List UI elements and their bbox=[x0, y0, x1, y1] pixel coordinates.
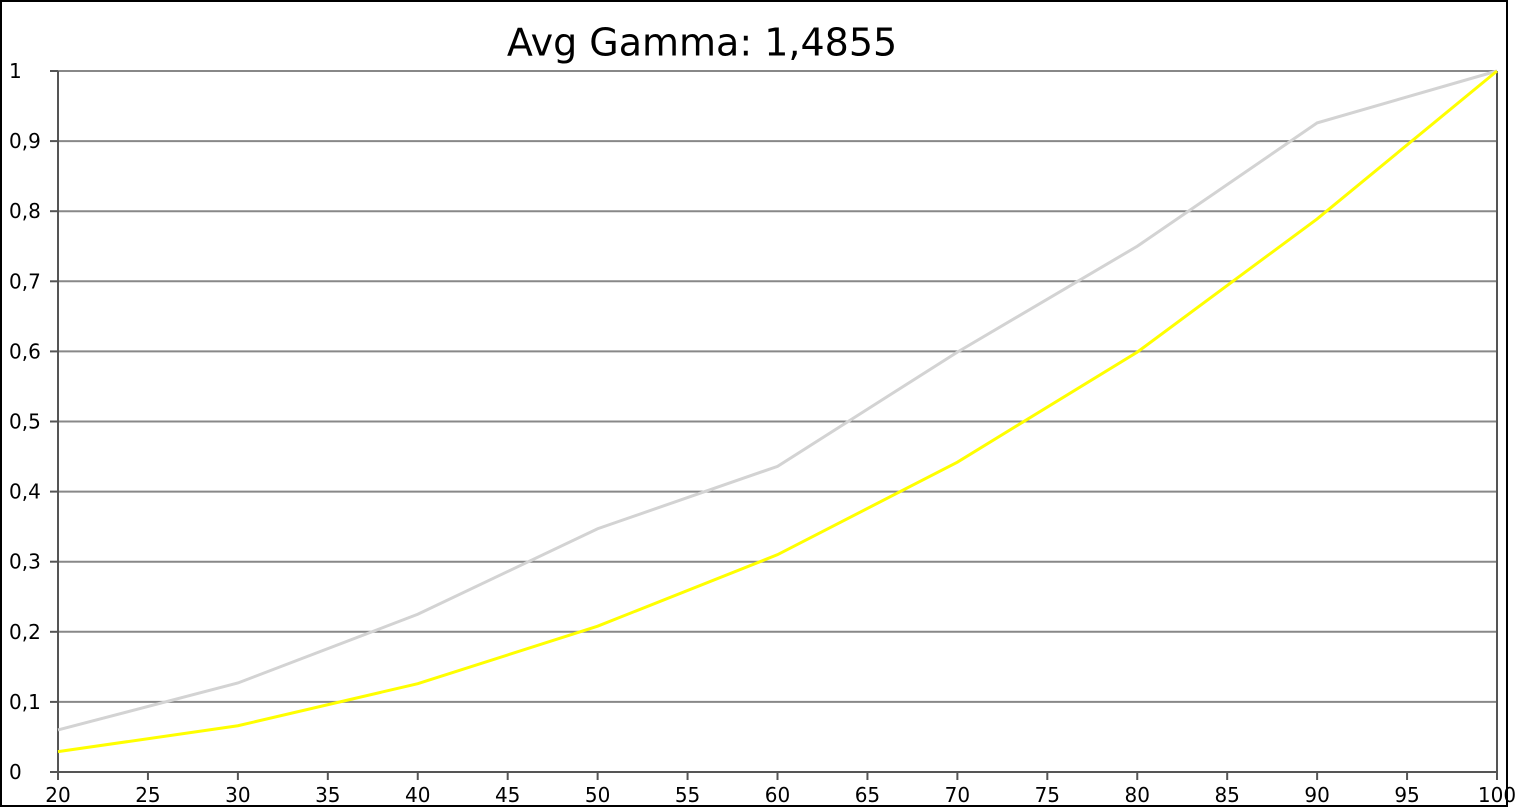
x-tick-label: 65 bbox=[855, 783, 880, 807]
x-tick-label: 40 bbox=[405, 783, 430, 807]
x-tick-label: 85 bbox=[1214, 783, 1239, 807]
y-tick-label: 0,5 bbox=[9, 410, 41, 434]
y-tick-label: 0,8 bbox=[9, 199, 41, 223]
y-tick-label: 0,4 bbox=[9, 480, 41, 504]
x-tick-label: 75 bbox=[1035, 783, 1060, 807]
x-tick-label: 70 bbox=[945, 783, 970, 807]
x-tick-label: 95 bbox=[1394, 783, 1419, 807]
x-tick-label: 90 bbox=[1304, 783, 1329, 807]
x-tick-label: 55 bbox=[675, 783, 700, 807]
series-line bbox=[57, 69, 1498, 754]
x-tick-label: 25 bbox=[135, 783, 160, 807]
x-tick-label: 100 bbox=[1478, 783, 1516, 807]
y-tick-label: 1 bbox=[9, 59, 22, 83]
y-tick-label: 0,2 bbox=[9, 620, 41, 644]
chart-title: Avg Gamma: 1,4855 bbox=[507, 21, 897, 65]
y-tick-label: 0,1 bbox=[9, 690, 41, 714]
x-tick-label: 30 bbox=[225, 783, 250, 807]
y-tick-label: 0,6 bbox=[9, 339, 41, 363]
y-tick-label: 0,9 bbox=[9, 129, 41, 153]
x-tick-label: 20 bbox=[45, 783, 70, 807]
series-line bbox=[57, 69, 1498, 732]
x-tick-label: 80 bbox=[1125, 783, 1150, 807]
x-tick-label: 50 bbox=[585, 783, 610, 807]
x-tick-label: 45 bbox=[495, 783, 520, 807]
x-tick-label: 35 bbox=[315, 783, 340, 807]
x-tick-label: 60 bbox=[765, 783, 790, 807]
y-tick-label: 0 bbox=[9, 760, 22, 784]
y-tick-label: 0,7 bbox=[9, 269, 41, 293]
y-tick-label: 0,3 bbox=[9, 550, 41, 574]
